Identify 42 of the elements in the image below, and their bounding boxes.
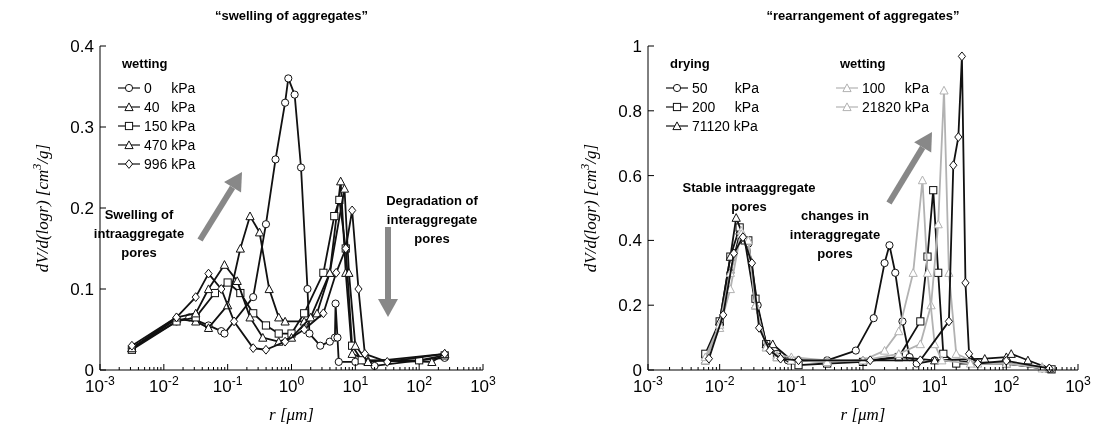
legend-label: 71120 kPa — [692, 118, 759, 134]
legend-label: 0 kPa — [144, 80, 196, 96]
text: drying — [670, 56, 710, 71]
chart-title: “swelling of aggregates” — [214, 8, 369, 23]
legend-label: 21820 kPa — [862, 99, 930, 115]
y-tick-label: 1 — [632, 37, 642, 56]
x-tick-label: 10$^{-2}$ — [148, 374, 179, 396]
x-tick-label: 10$^{0}$ — [278, 374, 305, 396]
legend-label: 100 kPa — [862, 80, 930, 96]
x-tick-label: 10$^{-1}$ — [212, 374, 243, 396]
text: wetting — [840, 56, 886, 71]
legend-label: 50 kPa — [692, 80, 760, 96]
annotation: Degradation of interaggregate pores — [386, 193, 479, 246]
legend-label: 200 kPa — [692, 99, 760, 115]
x-tick-label: 10$^{-2}$ — [704, 374, 735, 396]
x-tick-label: 10$^{3}$ — [1065, 374, 1092, 396]
legend-label: 40 kPa — [144, 99, 196, 115]
legend-label: 150 kPa — [144, 118, 196, 134]
x-tick-label: 10$^{1}$ — [921, 374, 948, 396]
y-tick-label: 0.2 — [70, 199, 94, 218]
y-tick-label: 0 — [84, 361, 94, 380]
y-tick-label: 0.2 — [618, 296, 642, 316]
x-tick-label: 10$^{1}$ — [342, 374, 369, 396]
y-tick-label: 0.6 — [618, 166, 642, 186]
x-tick-label: 10$^{2}$ — [993, 374, 1020, 396]
y-tick-label: 0.4 — [618, 231, 642, 251]
x-tick-label: 10$^{0}$ — [850, 374, 877, 396]
x-tick-label: 10$^{-1}$ — [776, 374, 807, 396]
y-tick-label: 0.8 — [618, 101, 642, 121]
y-tick-label: 0 — [632, 361, 642, 380]
chart-title: “rearrangement of aggregates” — [766, 8, 960, 23]
x-tick-label: 10$^{3}$ — [470, 374, 497, 396]
y-tick-label: 0.4 — [70, 37, 94, 56]
y-tick-label: 0.1 — [70, 280, 94, 299]
legend-label: 996 kPa — [144, 156, 196, 172]
x-axis-title: r [μm] — [269, 405, 314, 424]
x-tick-label: 10$^{2}$ — [406, 374, 433, 396]
y-tick-label: 0.3 — [70, 118, 94, 137]
annotation: Swelling of intraaggregate pores — [93, 207, 185, 260]
legend-title: wetting — [121, 56, 168, 71]
x-axis-title: r [μm] — [840, 405, 886, 424]
legend-label: 470 kPa — [144, 137, 196, 153]
